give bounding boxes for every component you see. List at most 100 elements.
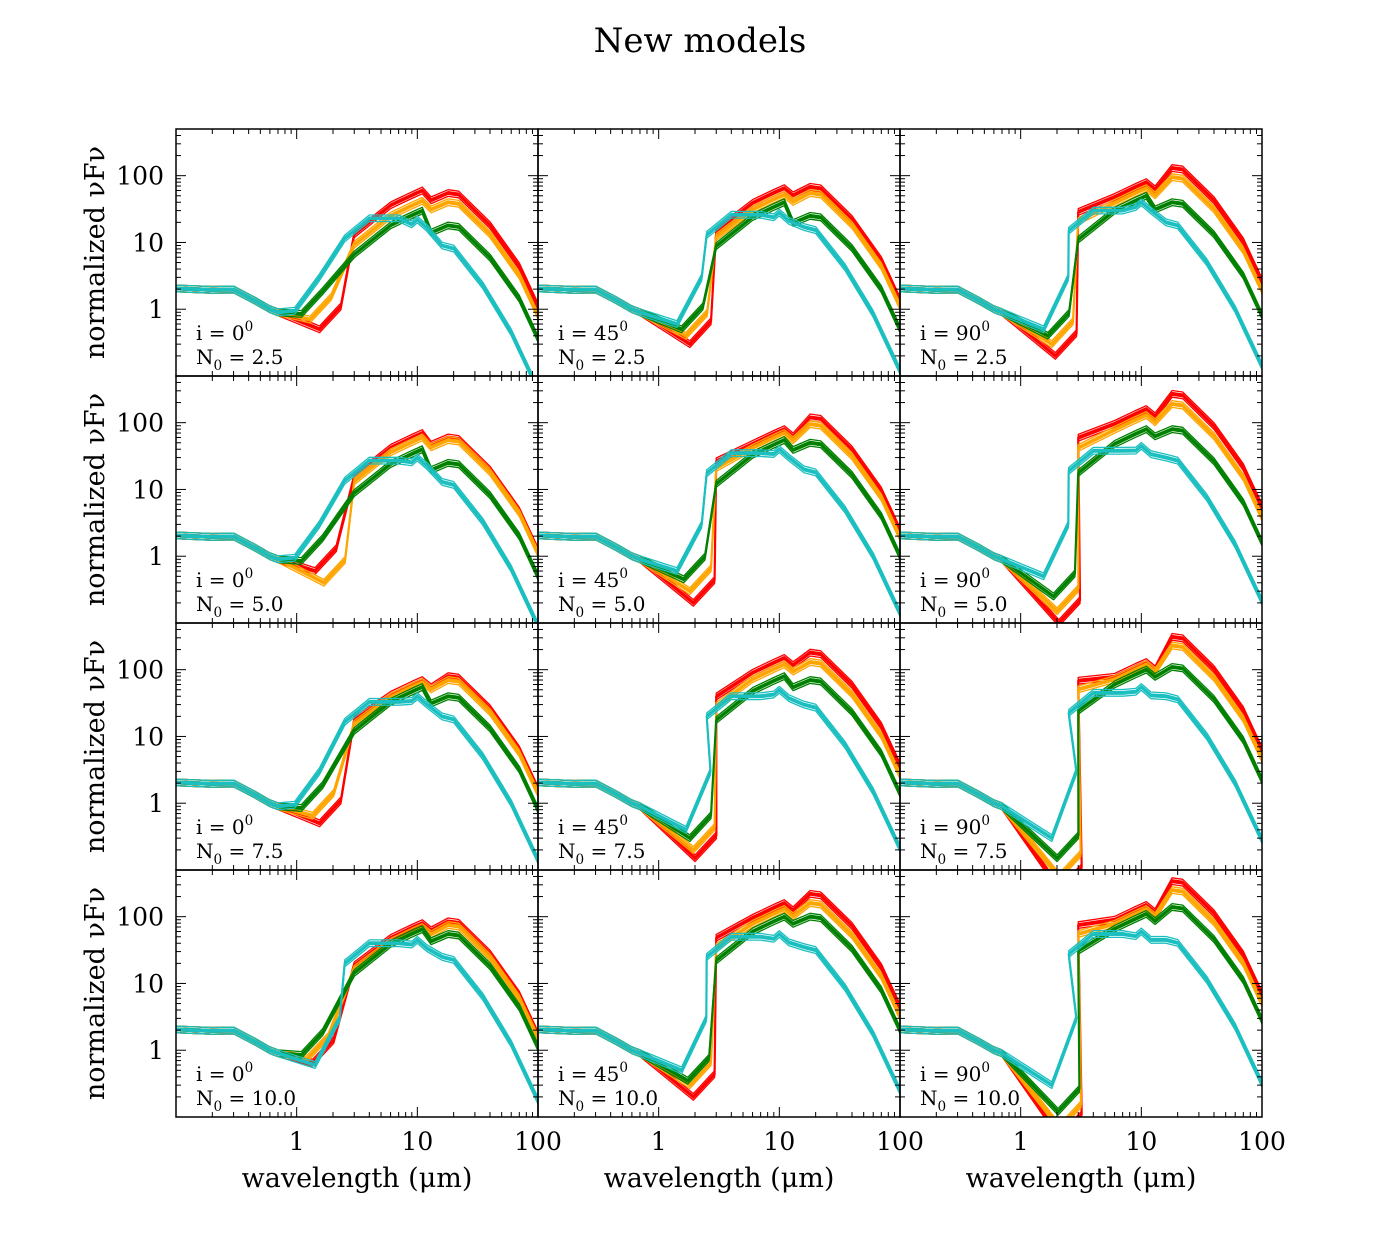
panel-curves [176,186,538,376]
series-cyan-line [900,929,1262,1085]
series-cyan-line [176,938,538,1102]
series-cyan-line [538,210,900,370]
series-cyan-line [900,441,1262,599]
y-tick-label: 1 [148,1036,164,1065]
series-green-line [538,672,900,836]
n0-label: N0​ = 5.0 [920,592,1007,621]
series-cyan-line [538,685,900,846]
series-cyan-line [176,453,538,623]
series-orange-line [176,435,538,583]
y-tick-label: 100 [116,162,164,191]
inclination-label: i = 450​ [558,566,628,592]
series-red-line [176,429,538,569]
series-cyan-line [538,932,900,1092]
panel: i = 450​N0​ = 7.5 [537,622,901,871]
y-axis-title: normalized νFν [80,393,111,606]
y-axis-title: normalized νFν [80,640,111,853]
series-red-line [176,189,538,331]
series-orange-line [900,173,1262,342]
x-tick-label: 100 [1238,1127,1286,1156]
series-cyan-line [900,685,1262,841]
series-red-line [176,435,538,576]
series-cyan-line [176,214,534,376]
series-cyan-line [900,927,1262,1083]
x-tick-label: 10 [763,1127,795,1156]
n0-label: N0​ = 7.5 [558,839,645,868]
series-cyan-line [538,936,900,1095]
series-cyan-line [538,445,900,611]
x-axis-title: wavelength (μm) [966,1163,1197,1194]
panel-curves [900,389,1262,623]
panel-curves [900,632,1262,870]
n0-label: N0​ = 10.0 [558,1086,658,1115]
series-cyan-line [538,215,900,375]
panel: 1 10 100 wavelength (μm) i = 450​N0​ = 10.0 [537,869,924,1194]
series-red-line [176,672,538,821]
y-tick-label: 100 [116,656,164,685]
series-red-line [538,182,900,342]
inclination-label: i = 900​ [920,1060,990,1086]
series-orange-line [176,921,538,1056]
panel-curves [538,889,900,1101]
series-cyan-line [900,204,1262,370]
series-orange-line [176,676,538,814]
series-green-line [176,448,538,577]
y-tick-label: 10 [132,722,164,751]
series-cyan-line [900,444,1262,602]
series-orange-line [176,923,538,1060]
series-red-line [176,920,538,1064]
series-red-line [176,917,538,1061]
x-tick-label: 1 [651,1127,667,1156]
panel-curves [176,917,538,1105]
series-green-line [538,674,900,838]
x-tick-label: 10 [401,1127,433,1156]
n0-label: N0​ = 7.5 [920,839,1007,868]
y-tick-label: 1 [148,542,164,571]
series-cyan-line [900,201,1262,367]
inclination-label: i = 900​ [920,566,990,592]
n0-label: N0​ = 2.5 [558,345,645,374]
series-cyan-line [538,687,900,848]
x-axis-title: wavelength (μm) [242,1163,473,1194]
series-red-line [176,186,538,327]
panel-curves [538,182,900,375]
n0-label: N0​ = 2.5 [196,345,283,374]
panel: 1 10 100 wavelength (μm) i = 900​N0​ = 10.0 [899,869,1286,1194]
series-cyan-line [538,448,900,614]
panel: i = 450​N0​ = 2.5 [537,128,901,377]
y-tick-label: 10 [132,969,164,998]
y-tick-label: 10 [132,228,164,257]
series-cyan-line [900,685,1262,840]
series-cyan-line [900,934,1262,1090]
inclination-label: i = 00​ [196,566,253,592]
series-red-line [176,431,538,571]
n0-label: N0​ = 10.0 [196,1086,296,1115]
series-cyan-line [900,448,1262,606]
panel-curves [176,672,538,864]
inclination-label: i = 900​ [920,319,990,345]
series-red-line [176,674,538,823]
panel-curves [900,164,1262,370]
panel-curves [900,877,1262,1117]
inclination-label: i = 900​ [920,813,990,839]
series-cyan-line [176,455,538,623]
x-tick-label: 100 [514,1127,562,1156]
series-cyan-line [176,216,534,376]
y-axis-title: normalized νFν [80,887,111,1100]
panel: i = 900​N0​ = 5.0 [899,375,1263,624]
series-cyan-line [176,692,538,858]
inclination-label: i = 450​ [558,319,628,345]
inclination-label: i = 00​ [196,319,253,345]
x-tick-label: 1 [289,1127,305,1156]
panel-curves [176,429,538,623]
panel: i = 900​N0​ = 7.5 [899,622,1263,871]
figure-title: New models [594,21,807,61]
series-red-line [176,193,538,334]
x-tick-label: 1 [1013,1127,1029,1156]
series-cyan-line [176,698,538,864]
panel: i = 450​N0​ = 5.0 [537,375,901,624]
series-cyan-line [538,211,900,372]
series-orange-line [176,433,538,581]
series-cyan-line [176,937,538,1100]
